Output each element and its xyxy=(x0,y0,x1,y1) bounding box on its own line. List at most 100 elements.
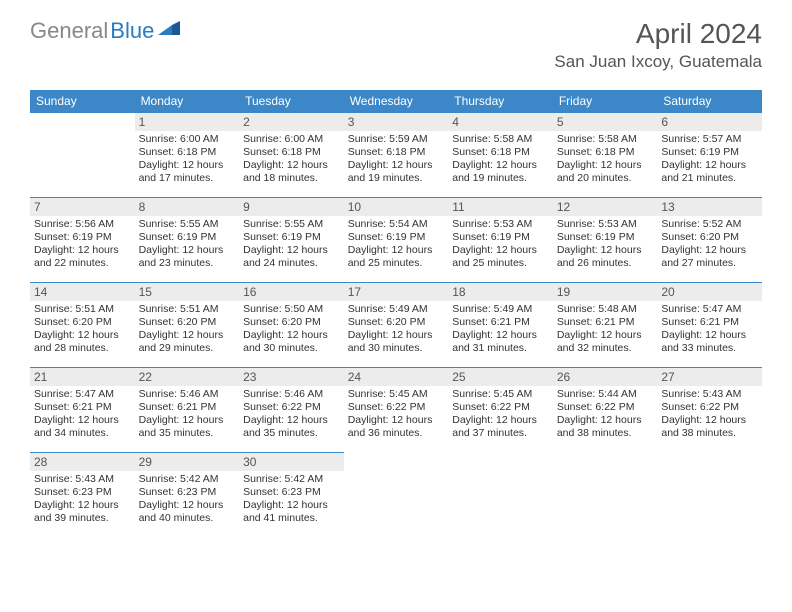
sunrise-line: Sunrise: 5:52 AM xyxy=(661,218,758,231)
calendar-row: 14Sunrise: 5:51 AMSunset: 6:20 PMDayligh… xyxy=(30,282,762,367)
calendar-cell: 22Sunrise: 5:46 AMSunset: 6:21 PMDayligh… xyxy=(135,367,240,452)
calendar-table: Sunday Monday Tuesday Wednesday Thursday… xyxy=(30,90,762,537)
day-details: Sunrise: 5:49 AMSunset: 6:21 PMDaylight:… xyxy=(448,301,553,356)
calendar-cell: 3Sunrise: 5:59 AMSunset: 6:18 PMDaylight… xyxy=(344,112,449,197)
day-number: 21 xyxy=(30,367,135,386)
sunrise-line: Sunrise: 5:45 AM xyxy=(452,388,549,401)
day-number: 5 xyxy=(553,112,658,131)
sunrise-line: Sunrise: 5:58 AM xyxy=(557,133,654,146)
logo-flag-icon xyxy=(158,21,180,42)
calendar-cell: 20Sunrise: 5:47 AMSunset: 6:21 PMDayligh… xyxy=(657,282,762,367)
day-number: 24 xyxy=(344,367,449,386)
sunrise-line: Sunrise: 5:44 AM xyxy=(557,388,654,401)
day-number: 29 xyxy=(135,452,240,471)
weekday-header: Sunday xyxy=(30,90,135,112)
day-number: 4 xyxy=(448,112,553,131)
sunset-line: Sunset: 6:23 PM xyxy=(139,486,236,499)
day-number: 2 xyxy=(239,112,344,131)
daylight-line: Daylight: 12 hours and 19 minutes. xyxy=(348,159,445,185)
sunset-line: Sunset: 6:19 PM xyxy=(661,146,758,159)
day-number: 11 xyxy=(448,197,553,216)
calendar-cell xyxy=(553,452,658,537)
day-number: 17 xyxy=(344,282,449,301)
calendar-cell: 24Sunrise: 5:45 AMSunset: 6:22 PMDayligh… xyxy=(344,367,449,452)
calendar-row: 1Sunrise: 6:00 AMSunset: 6:18 PMDaylight… xyxy=(30,112,762,197)
calendar-cell: 8Sunrise: 5:55 AMSunset: 6:19 PMDaylight… xyxy=(135,197,240,282)
calendar-cell: 30Sunrise: 5:42 AMSunset: 6:23 PMDayligh… xyxy=(239,452,344,537)
daylight-line: Daylight: 12 hours and 31 minutes. xyxy=(452,329,549,355)
day-number: 14 xyxy=(30,282,135,301)
weekday-row: Sunday Monday Tuesday Wednesday Thursday… xyxy=(30,90,762,112)
day-details: Sunrise: 5:47 AMSunset: 6:21 PMDaylight:… xyxy=(30,386,135,441)
sunset-line: Sunset: 6:18 PM xyxy=(452,146,549,159)
day-details: Sunrise: 5:42 AMSunset: 6:23 PMDaylight:… xyxy=(239,471,344,526)
calendar-cell: 1Sunrise: 6:00 AMSunset: 6:18 PMDaylight… xyxy=(135,112,240,197)
sunset-line: Sunset: 6:22 PM xyxy=(557,401,654,414)
calendar-cell: 23Sunrise: 5:46 AMSunset: 6:22 PMDayligh… xyxy=(239,367,344,452)
sunset-line: Sunset: 6:21 PM xyxy=(34,401,131,414)
day-number: 18 xyxy=(448,282,553,301)
day-number: 7 xyxy=(30,197,135,216)
sunrise-line: Sunrise: 5:59 AM xyxy=(348,133,445,146)
calendar-cell: 16Sunrise: 5:50 AMSunset: 6:20 PMDayligh… xyxy=(239,282,344,367)
day-number: 25 xyxy=(448,367,553,386)
calendar-cell: 9Sunrise: 5:55 AMSunset: 6:19 PMDaylight… xyxy=(239,197,344,282)
day-number: 28 xyxy=(30,452,135,471)
calendar-cell: 18Sunrise: 5:49 AMSunset: 6:21 PMDayligh… xyxy=(448,282,553,367)
day-details: Sunrise: 5:53 AMSunset: 6:19 PMDaylight:… xyxy=(448,216,553,271)
sunset-line: Sunset: 6:20 PM xyxy=(661,231,758,244)
sunset-line: Sunset: 6:19 PM xyxy=(243,231,340,244)
daylight-line: Daylight: 12 hours and 20 minutes. xyxy=(557,159,654,185)
calendar-cell: 17 Sunrise: 5:49 AMSunset: 6:20 PMDayligh… xyxy=(344,282,449,367)
calendar-cell: 15Sunrise: 5:51 AMSunset: 6:20 PMDayligh… xyxy=(135,282,240,367)
day-number: 9 xyxy=(239,197,344,216)
day-details: Sunrise: 5:55 AMSunset: 6:19 PMDaylight:… xyxy=(135,216,240,271)
day-details: Sunrise: 5:59 AMSunset: 6:18 PMDaylight:… xyxy=(344,131,449,186)
sunset-line: Sunset: 6:22 PM xyxy=(348,401,445,414)
sunrise-line: Sunrise: 5:47 AM xyxy=(34,388,131,401)
day-details: Sunrise: 5:45 AMSunset: 6:22 PMDaylight:… xyxy=(448,386,553,441)
day-number: 19 xyxy=(553,282,658,301)
sunrise-line: Sunrise: 6:00 AM xyxy=(139,133,236,146)
calendar-cell: 4Sunrise: 5:58 AMSunset: 6:18 PMDaylight… xyxy=(448,112,553,197)
sunrise-line: Sunrise: 6:00 AM xyxy=(243,133,340,146)
sunset-line: Sunset: 6:20 PM xyxy=(348,316,445,329)
calendar-cell: 12Sunrise: 5:53 AMSunset: 6:19 PMDayligh… xyxy=(553,197,658,282)
sunset-line: Sunset: 6:21 PM xyxy=(661,316,758,329)
sunrise-line: Sunrise: 5:49 AM xyxy=(348,303,445,316)
day-details: Sunrise: 6:00 AMSunset: 6:18 PMDaylight:… xyxy=(239,131,344,186)
daylight-line: Daylight: 12 hours and 30 minutes. xyxy=(348,329,445,355)
calendar-cell xyxy=(30,112,135,197)
calendar-cell xyxy=(344,452,449,537)
sunrise-line: Sunrise: 5:42 AM xyxy=(243,473,340,486)
sunset-line: Sunset: 6:18 PM xyxy=(348,146,445,159)
daylight-line: Daylight: 12 hours and 39 minutes. xyxy=(34,499,131,525)
calendar-cell: 5 Sunrise: 5:58 AMSunset: 6:18 PMDaylight… xyxy=(553,112,658,197)
sunset-line: Sunset: 6:19 PM xyxy=(452,231,549,244)
daylight-line: Daylight: 12 hours and 19 minutes. xyxy=(452,159,549,185)
sunset-line: Sunset: 6:18 PM xyxy=(557,146,654,159)
day-number: 13 xyxy=(657,197,762,216)
day-details: Sunrise: 5:45 AMSunset: 6:22 PMDaylight:… xyxy=(344,386,449,441)
daylight-line: Daylight: 12 hours and 26 minutes. xyxy=(557,244,654,270)
day-details: Sunrise: 5:54 AMSunset: 6:19 PMDaylight:… xyxy=(344,216,449,271)
day-number: 30 xyxy=(239,452,344,471)
daylight-line: Daylight: 12 hours and 29 minutes. xyxy=(139,329,236,355)
sunrise-line: Sunrise: 5:43 AM xyxy=(34,473,131,486)
header: GeneralBlue April 2024 San Juan Ixcoy, G… xyxy=(0,0,792,80)
sunrise-line: Sunrise: 5:42 AM xyxy=(139,473,236,486)
sunrise-line: Sunrise: 5:56 AM xyxy=(34,218,131,231)
calendar-cell: 28Sunrise: 5:43 AMSunset: 6:23 PMDayligh… xyxy=(30,452,135,537)
daylight-line: Daylight: 12 hours and 24 minutes. xyxy=(243,244,340,270)
day-details: Sunrise: 5:46 AMSunset: 6:21 PMDaylight:… xyxy=(135,386,240,441)
daylight-line: Daylight: 12 hours and 27 minutes. xyxy=(661,244,758,270)
daylight-line: Daylight: 12 hours and 40 minutes. xyxy=(139,499,236,525)
daylight-line: Daylight: 12 hours and 30 minutes. xyxy=(243,329,340,355)
weekday-header: Saturday xyxy=(657,90,762,112)
calendar-cell: 27Sunrise: 5:43 AMSunset: 6:22 PMDayligh… xyxy=(657,367,762,452)
calendar-cell xyxy=(657,452,762,537)
logo: GeneralBlue xyxy=(30,18,180,44)
sunset-line: Sunset: 6:19 PM xyxy=(139,231,236,244)
day-number: 6 xyxy=(657,112,762,131)
day-number: 27 xyxy=(657,367,762,386)
